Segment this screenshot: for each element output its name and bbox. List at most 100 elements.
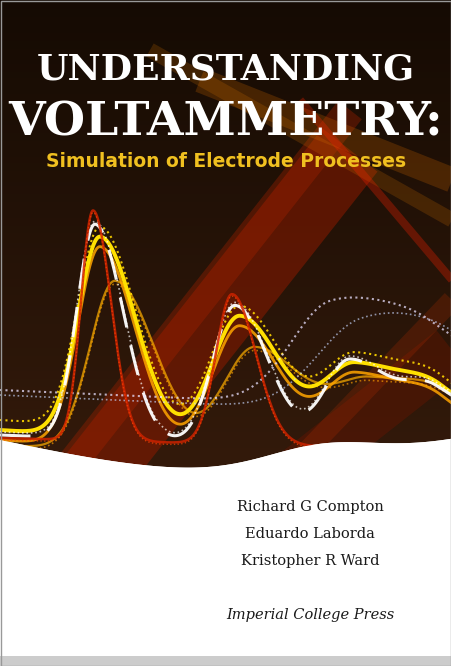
- Bar: [0, 137, 451, 138]
- Bar: [0, 94, 451, 95]
- Bar: [0, 80, 451, 81]
- Bar: [0, 224, 451, 226]
- Bar: [0, 228, 451, 230]
- Bar: [0, 160, 451, 161]
- Bar: [0, 236, 451, 238]
- Bar: [0, 152, 451, 154]
- Bar: [0, 124, 451, 125]
- Bar: [0, 304, 451, 306]
- Bar: [0, 9, 451, 11]
- Bar: [0, 75, 451, 77]
- Bar: [0, 113, 451, 115]
- Bar: [0, 268, 451, 270]
- Text: Imperial College Press: Imperial College Press: [226, 608, 393, 622]
- Bar: [0, 81, 451, 83]
- Bar: [0, 143, 451, 144]
- Bar: [0, 390, 451, 392]
- Bar: [0, 386, 451, 387]
- Bar: [0, 141, 451, 143]
- Bar: [0, 111, 451, 113]
- Bar: [0, 50, 451, 52]
- Bar: [0, 337, 451, 338]
- Bar: [0, 470, 451, 666]
- Bar: [0, 188, 451, 190]
- Bar: [0, 400, 451, 401]
- Bar: [0, 21, 451, 22]
- Bar: [0, 288, 451, 290]
- Bar: [0, 446, 451, 448]
- Bar: [0, 121, 451, 122]
- Bar: [0, 410, 451, 412]
- Bar: [0, 277, 451, 279]
- Bar: [0, 230, 451, 232]
- Bar: [0, 53, 451, 55]
- Bar: [0, 290, 451, 292]
- Bar: [0, 135, 451, 137]
- Bar: [0, 33, 451, 35]
- Bar: [0, 43, 451, 44]
- Bar: [0, 77, 451, 79]
- Bar: [0, 57, 451, 58]
- Bar: [0, 387, 451, 388]
- Bar: [0, 412, 451, 414]
- Bar: [0, 280, 451, 282]
- Bar: [0, 432, 451, 434]
- Bar: [0, 382, 451, 384]
- Bar: [0, 23, 451, 25]
- Bar: [0, 219, 451, 221]
- Bar: [0, 180, 451, 182]
- Bar: [0, 656, 451, 666]
- Bar: [0, 318, 451, 320]
- Bar: [0, 372, 451, 373]
- Bar: [0, 262, 451, 263]
- Bar: [0, 359, 451, 360]
- Text: Richard G Compton: Richard G Compton: [236, 500, 382, 514]
- Bar: [0, 456, 451, 458]
- Bar: [0, 340, 451, 342]
- Bar: [0, 130, 451, 132]
- Bar: [0, 37, 451, 39]
- Bar: [0, 464, 451, 466]
- Bar: [0, 86, 451, 88]
- Bar: [0, 155, 451, 157]
- Bar: [0, 204, 451, 205]
- Bar: [0, 329, 451, 330]
- Bar: [0, 105, 451, 107]
- Bar: [0, 362, 451, 364]
- Bar: [0, 194, 451, 196]
- Bar: [0, 212, 451, 213]
- Bar: [0, 266, 451, 268]
- Bar: [0, 72, 451, 74]
- Bar: [0, 183, 451, 185]
- Bar: [0, 0, 451, 1]
- Bar: [0, 197, 451, 199]
- Bar: [0, 63, 451, 64]
- Bar: [0, 99, 451, 101]
- Bar: [0, 426, 451, 428]
- Bar: [0, 64, 451, 66]
- Bar: [0, 163, 451, 165]
- Bar: [0, 454, 451, 456]
- Bar: [0, 149, 451, 151]
- Bar: [0, 404, 451, 406]
- Bar: [0, 352, 451, 354]
- Bar: [0, 260, 451, 262]
- Bar: [0, 227, 451, 228]
- Bar: [0, 326, 451, 328]
- Bar: [0, 428, 451, 430]
- Bar: [0, 330, 451, 332]
- Bar: [0, 205, 451, 207]
- Bar: [0, 418, 451, 420]
- Bar: [0, 436, 451, 437]
- Bar: [0, 169, 451, 170]
- Bar: [0, 67, 451, 69]
- Bar: [0, 132, 451, 133]
- Bar: [0, 381, 451, 382]
- Bar: [0, 107, 451, 108]
- Bar: [0, 451, 451, 453]
- Polygon shape: [0, 439, 451, 666]
- Bar: [0, 335, 451, 337]
- Bar: [0, 282, 451, 284]
- Bar: [0, 243, 451, 244]
- Bar: [0, 17, 451, 19]
